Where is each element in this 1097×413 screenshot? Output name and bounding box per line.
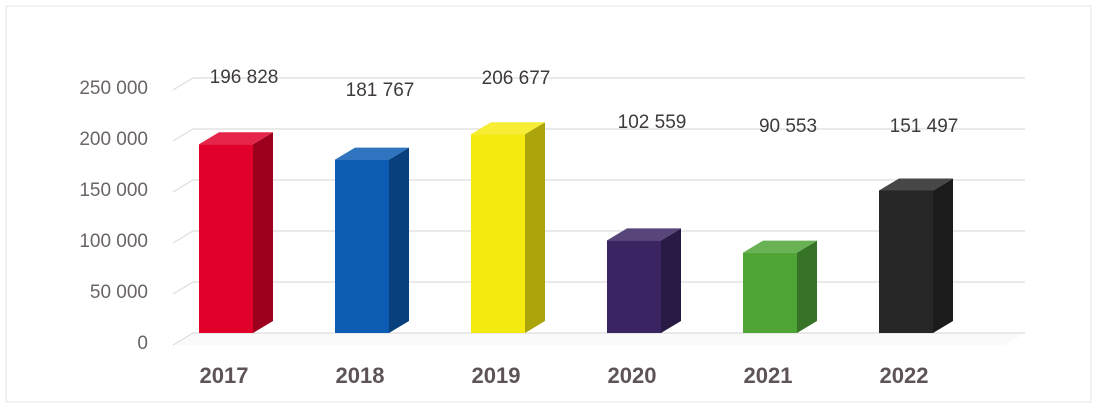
bar-side (253, 132, 273, 333)
y-tick-label: 0 (137, 333, 148, 354)
bar-2022 (879, 178, 953, 333)
category-label: 2019 (472, 363, 521, 388)
gridline (172, 128, 1025, 142)
bar-side (797, 240, 817, 333)
bar-top (879, 178, 953, 191)
bar-side (661, 228, 681, 333)
bar-front (607, 240, 661, 333)
bar-side (933, 178, 953, 333)
gridline (172, 77, 1025, 91)
value-label: 181 767 (346, 80, 415, 101)
y-tick-label: 50 000 (90, 282, 148, 303)
bar-top (471, 122, 545, 135)
value-label: 196 828 (210, 67, 279, 88)
bar-front (471, 134, 525, 333)
bar-top (199, 132, 273, 145)
bar-top (743, 240, 817, 253)
bar-top (335, 147, 409, 160)
bar-top (607, 228, 681, 241)
value-label: 206 677 (482, 68, 551, 89)
category-label: 2021 (744, 363, 793, 388)
y-tick-label: 200 000 (79, 129, 148, 150)
gridline (172, 230, 1025, 244)
bar-2017 (199, 132, 273, 333)
value-label: 151 497 (890, 116, 959, 137)
category-label: 2020 (608, 363, 657, 388)
y-tick-label: 150 000 (79, 180, 148, 201)
bar-2018 (335, 147, 409, 333)
bar-2019 (471, 122, 545, 334)
y-tick-label: 100 000 (79, 231, 148, 252)
gridline (172, 179, 1025, 193)
category-label: 2018 (336, 363, 385, 388)
bar-side (525, 122, 545, 334)
value-label: 102 559 (618, 112, 687, 133)
bar-2021 (743, 240, 817, 333)
bar-side (389, 147, 409, 333)
value-label: 90 553 (759, 116, 817, 137)
category-label: 2017 (200, 363, 249, 388)
y-tick-label: 250 000 (79, 78, 148, 99)
bar-front (335, 159, 389, 333)
chart-floor (173, 333, 1025, 345)
category-label: 2022 (880, 363, 929, 388)
bar-front (879, 190, 933, 333)
bar-2020 (607, 228, 681, 333)
bar-front (199, 144, 253, 333)
bar-front (743, 252, 797, 333)
